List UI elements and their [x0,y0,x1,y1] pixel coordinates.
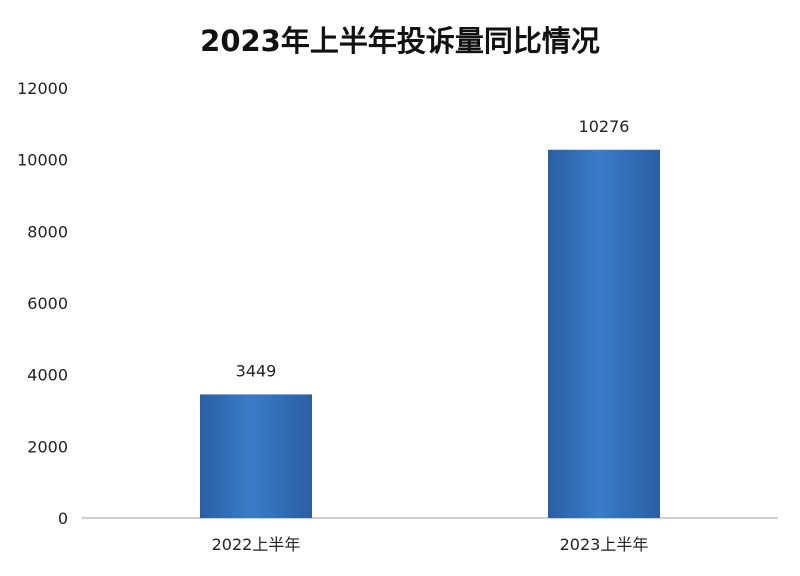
bar-2 [548,149,660,518]
y-tick-label: 12000 [17,79,68,98]
x-category-label: 2023上半年 [560,535,649,554]
data-label: 3449 [236,361,277,380]
y-tick-label: 8000 [27,222,68,241]
y-tick-label: 4000 [27,366,68,385]
y-tick-label: 0 [58,509,68,528]
y-tick-label: 6000 [27,294,68,313]
bar-1 [200,394,312,518]
chart-title: 2023年上半年投诉量同比情况 [200,24,600,58]
y-tick-label: 10000 [17,151,68,170]
data-label: 10276 [579,117,630,136]
y-tick-label: 2000 [27,437,68,456]
x-category-label: 2022上半年 [212,535,301,554]
